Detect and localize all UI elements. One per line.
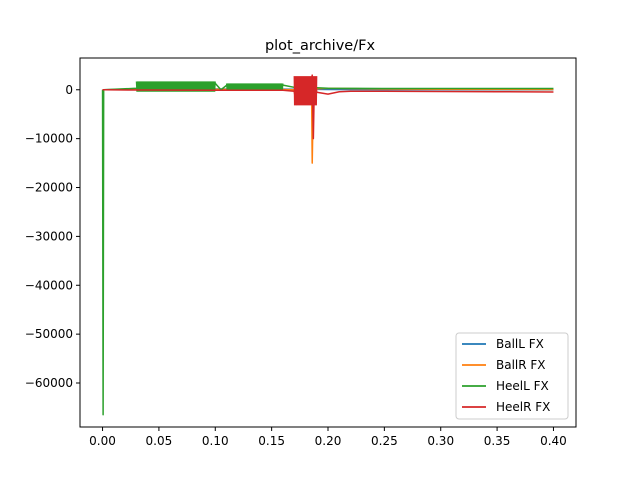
x-tick-label: 0.20 [315, 434, 342, 448]
x-tick-label: 0.00 [89, 434, 116, 448]
x-tick-label: 0.15 [258, 434, 285, 448]
y-tick-label: −10000 [25, 132, 73, 146]
series-oscillation-heell-fx-1 [225, 83, 284, 91]
legend-label: BallR FX [496, 358, 546, 372]
chart-title: plot_archive/Fx [265, 38, 375, 54]
legend-box [455, 332, 569, 420]
x-tick-label: 0.10 [202, 434, 229, 448]
y-tick-label: −30000 [25, 229, 73, 243]
y-tick-label: −20000 [25, 181, 73, 195]
axes-frame [79, 57, 577, 428]
y-axis: 0 −10000 −20000 −30000 −40000 −50000 −60000 [25, 83, 80, 390]
plot-area [101, 74, 554, 416]
x-tick-label: 0.25 [371, 434, 398, 448]
x-tick-label: 0.05 [146, 434, 173, 448]
series-oscillation-heell-fx-0 [135, 81, 216, 92]
y-tick-label: −50000 [25, 327, 73, 341]
series-oscillation-heelr-fx-0 [293, 76, 318, 106]
x-tick-label: 0.35 [484, 434, 511, 448]
y-tick-label: 0 [65, 83, 73, 97]
y-tick-label: −40000 [25, 278, 73, 292]
x-tick-label: 0.40 [540, 434, 567, 448]
x-axis: 0.00 0.05 0.10 0.15 0.20 0.25 0.30 0.35 0.40 [89, 427, 567, 448]
legend: BallL FX BallR FX HeelL FX HeelR FX [455, 332, 569, 420]
legend-label: HeelL FX [496, 379, 549, 393]
x-tick-label: 0.30 [427, 434, 454, 448]
legend-label: HeelR FX [496, 400, 550, 414]
y-tick-label: −60000 [25, 376, 73, 390]
legend-label: BallL FX [496, 337, 544, 351]
